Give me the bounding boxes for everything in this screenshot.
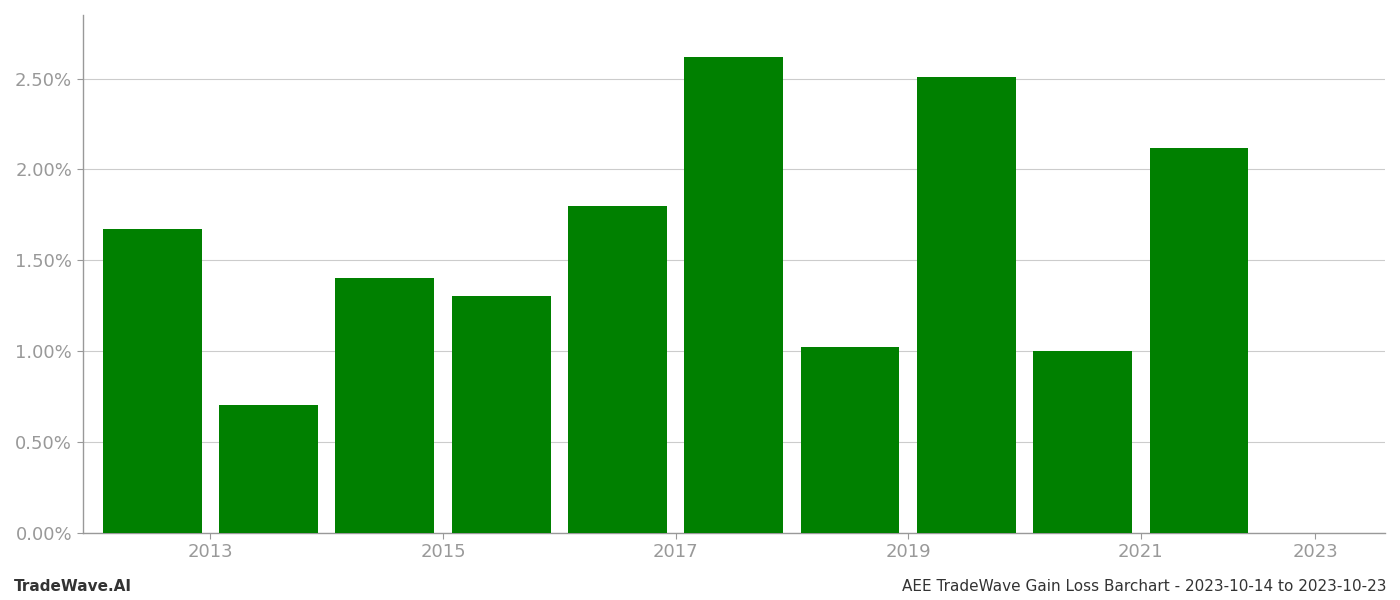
Bar bbox=[568, 206, 666, 533]
Bar bbox=[452, 296, 550, 533]
Bar bbox=[220, 406, 318, 533]
Text: AEE TradeWave Gain Loss Barchart - 2023-10-14 to 2023-10-23: AEE TradeWave Gain Loss Barchart - 2023-… bbox=[902, 579, 1386, 594]
Text: TradeWave.AI: TradeWave.AI bbox=[14, 579, 132, 594]
Bar bbox=[685, 57, 783, 533]
Bar bbox=[102, 229, 202, 533]
Bar bbox=[336, 278, 434, 533]
Bar bbox=[1149, 148, 1249, 533]
Bar bbox=[1033, 351, 1133, 533]
Bar bbox=[917, 77, 1016, 533]
Bar bbox=[801, 347, 899, 533]
